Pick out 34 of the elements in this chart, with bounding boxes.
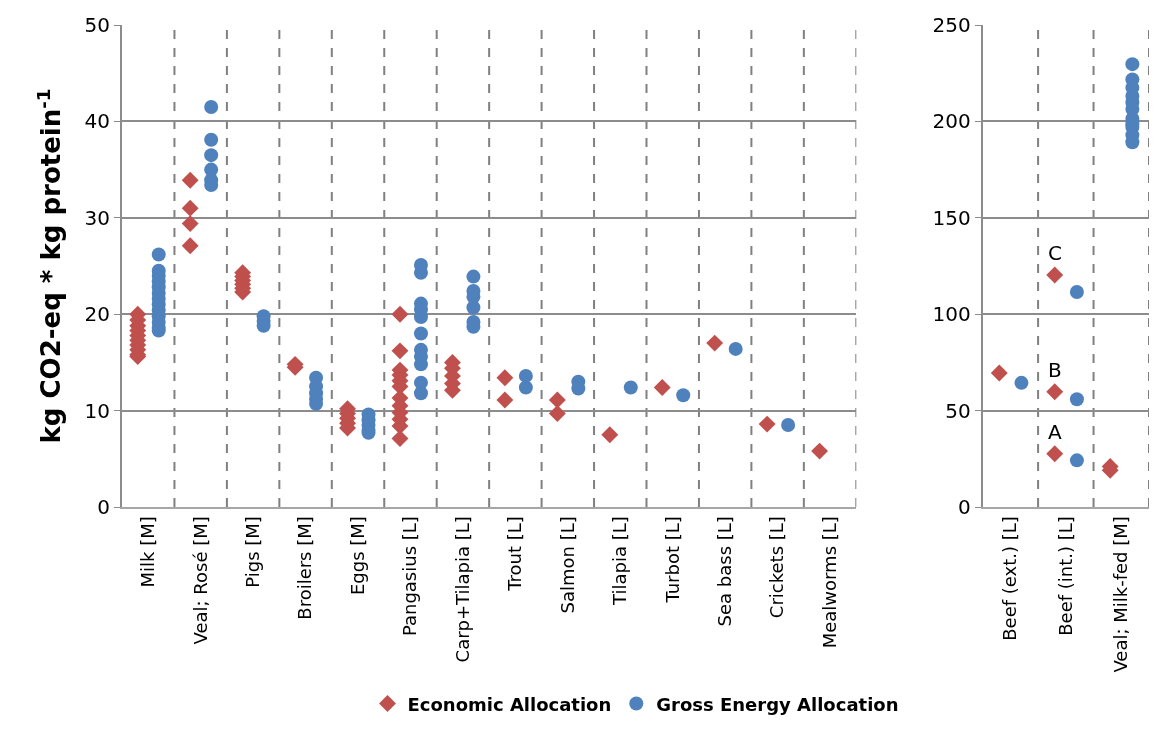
y-tick-label: 100 xyxy=(932,302,971,327)
x-tick-label: Milk [M] xyxy=(137,516,159,588)
x-tick-label: Eggs [M] xyxy=(346,516,368,596)
y-tick-label: 0 xyxy=(97,495,110,519)
y-tick-label: 50 xyxy=(945,398,971,423)
x-tick-label: Pigs [M] xyxy=(241,516,263,588)
x-tick-label: Beef (int.) [L] xyxy=(1054,516,1076,636)
annotation: C xyxy=(1048,241,1062,265)
x-tick-label: Beef (ext.) [L] xyxy=(999,516,1021,641)
y-tick-label: 200 xyxy=(932,109,971,134)
x-tick-label: Tilapia [L] xyxy=(609,516,631,606)
y-tick-label: 0 xyxy=(957,495,971,519)
y-tick-label: 50 xyxy=(84,13,110,37)
y-tick-label: 10 xyxy=(84,398,110,423)
annotation: A xyxy=(1048,420,1062,444)
legend-label: Economic Allocation xyxy=(407,693,612,715)
x-tick-label: Turbot [L] xyxy=(661,516,683,604)
x-tick-label: Crickets [L] xyxy=(766,516,788,619)
x-tick-label: Mealworms [L] xyxy=(818,516,840,649)
x-tick-label: Broilers [M] xyxy=(294,516,316,620)
legend-label: Gross Energy Allocation xyxy=(656,693,899,715)
x-tick-label: Sea bass [L] xyxy=(714,516,736,627)
x-tick-label: Salmon [L] xyxy=(556,516,578,614)
annotation: B xyxy=(1048,358,1062,382)
x-tick-label: Veal; Milk-fed [M] xyxy=(1110,516,1132,673)
x-tick-label: Trout [L] xyxy=(504,516,526,592)
y-tick-label: 250 xyxy=(932,13,971,37)
x-tick-label: Veal; Rosé [M] xyxy=(189,516,211,645)
y-tick-label: 40 xyxy=(84,109,110,134)
x-tick-label: Carp+Tilapia [L] xyxy=(451,516,473,663)
y-tick-label: 30 xyxy=(84,205,110,230)
y-tick-label: 150 xyxy=(932,205,971,230)
y-tick-label: 20 xyxy=(84,302,110,327)
x-tick-label: Pangasius [L] xyxy=(399,516,421,637)
